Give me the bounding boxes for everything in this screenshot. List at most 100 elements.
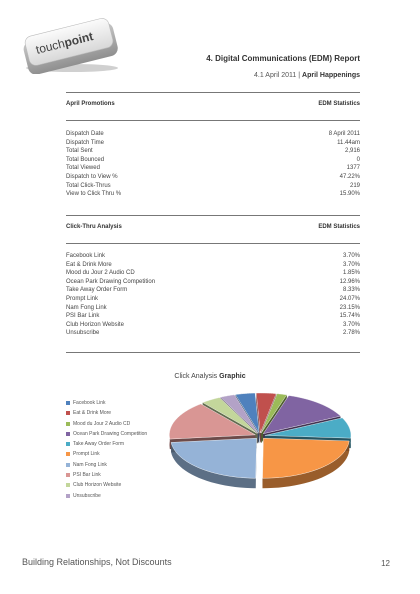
legend-label: Facebook Link xyxy=(73,400,106,406)
report-date: 4.1 April 2011 xyxy=(254,72,297,79)
pie-slice xyxy=(256,392,277,434)
row-label: Dispatch to View % xyxy=(66,173,118,180)
legend-item: Facebook Link xyxy=(66,398,147,408)
promotions-header: April Promotions EDM Statistics xyxy=(66,101,360,107)
table-row: Dispatch Date 8 April 2011 xyxy=(66,130,360,139)
legend-swatch xyxy=(66,431,70,436)
legend-item: Ocean Park Drawing Competition xyxy=(66,429,147,439)
pie-slice xyxy=(261,393,288,434)
row-value: 2,916 xyxy=(344,148,360,155)
pie-slice-edge xyxy=(256,393,261,444)
row-label: Unsubscribe xyxy=(66,330,100,337)
divider xyxy=(66,120,360,121)
row-label: Total Click-Thrus xyxy=(66,182,111,189)
table-row: Total Click-Thrus 219 xyxy=(66,182,360,191)
legend-swatch xyxy=(66,493,70,498)
legend-label: PSI Bar Link xyxy=(73,472,101,479)
logo-text-light: touch xyxy=(34,36,66,57)
row-label: Ocean Park Drawing Competition xyxy=(66,278,156,285)
legend-item: Unsubscribe xyxy=(66,491,147,501)
legend-swatch xyxy=(66,401,70,405)
row-value: 219 xyxy=(349,182,360,189)
clickthru-left-header: Click-Thru Analysis xyxy=(66,224,122,230)
legend-item: Prompt Link xyxy=(66,449,147,459)
pie-slice xyxy=(220,394,259,434)
table-row: Nam Fong Link 23.15% xyxy=(66,304,360,313)
table-row: Total Sent 2,916 xyxy=(66,147,360,156)
table-row: Prompt Link 24.07% xyxy=(66,295,360,304)
table-row: PSI Bar Link 15.74% xyxy=(66,312,360,321)
table-row: Take Away Order Form 8.33% xyxy=(66,286,360,295)
row-label: Mood du Jour 2 Audio CD xyxy=(66,270,135,277)
footer-tagline: Building Relationships, Not Discounts xyxy=(22,557,172,567)
row-label: PSI Bar Link xyxy=(66,313,100,320)
touchpoint-logo: touchpoint xyxy=(23,18,118,74)
row-label: Prompt Link xyxy=(66,295,99,302)
row-value: 2.78% xyxy=(342,330,360,337)
legend-label: Nam Fong Link xyxy=(73,461,107,468)
row-value: 1377 xyxy=(346,165,360,172)
svg-text:touchpoint: touchpoint xyxy=(34,29,94,57)
legend-item: Nam Fong Link xyxy=(66,460,147,470)
row-label: Nam Fong Link xyxy=(66,304,107,311)
chart-title-bold: Graphic xyxy=(219,373,246,380)
click-analysis-pie-chart xyxy=(169,392,352,489)
pie-slice-side xyxy=(262,440,350,489)
chart-title: Click Analysis Graphic xyxy=(0,373,420,380)
campaign-name: April Happenings xyxy=(302,72,360,79)
pie-slice xyxy=(262,437,350,479)
table-row: Dispatch Time 11.44am xyxy=(66,139,360,148)
promotions-left-header: April Promotions xyxy=(66,101,115,107)
legend-swatch xyxy=(66,473,70,478)
table-row: View to Click Thru % 15.90% xyxy=(66,190,360,199)
legend-item: Club Horizon Website xyxy=(66,480,147,490)
table-row: Unsubscribe 2.78% xyxy=(66,329,360,338)
row-label: View to Click Thru % xyxy=(66,191,122,198)
table-row: Mood du Jour 2 Audio CD 1.85% xyxy=(66,269,360,278)
divider xyxy=(66,92,360,93)
table-row: Ocean Park Drawing Competition 12.96% xyxy=(66,278,360,287)
pie-slice xyxy=(169,403,257,440)
clickthru-header: Click-Thru Analysis EDM Statistics xyxy=(66,224,360,230)
pie-slice xyxy=(264,417,352,439)
table-row: Facebook Link 3.70% xyxy=(66,252,360,261)
row-label: Facebook Link xyxy=(66,253,106,259)
row-value: 12.96% xyxy=(339,278,360,285)
row-value: 23.15% xyxy=(339,304,360,311)
promotions-right-header: EDM Statistics xyxy=(318,101,360,107)
report-title: 4. Digital Communications (EDM) Report xyxy=(206,54,360,63)
row-value: 47.22% xyxy=(339,173,360,180)
legend-swatch xyxy=(66,411,70,416)
legend-item: Mood du Jour 2 Audio CD xyxy=(66,419,147,429)
legend-label: Club Horizon Website xyxy=(73,482,122,489)
legend-label: Prompt Link xyxy=(73,451,100,458)
divider xyxy=(66,352,360,353)
page-number: 12 xyxy=(381,559,390,568)
table-row: Club Horizon Website 3.70% xyxy=(66,321,360,330)
row-value: 3.70% xyxy=(342,321,360,328)
table-row: Total Bounced 0 xyxy=(66,156,360,165)
logo-text-bold: point xyxy=(63,29,95,50)
table-row: Dispatch to View % 47.22% xyxy=(66,173,360,182)
row-label: Dispatch Time xyxy=(66,139,105,146)
legend-label: Eat & Drink More xyxy=(73,410,112,417)
row-value: 11.44am xyxy=(337,139,360,146)
row-value: 8.33% xyxy=(342,287,360,294)
pie-slice xyxy=(235,392,260,434)
legend-label: Mood du Jour 2 Audio CD xyxy=(73,420,131,427)
pie-slice xyxy=(262,395,341,435)
legend-item: PSI Bar Link xyxy=(66,470,147,480)
legend-label: Ocean Park Drawing Competition xyxy=(73,430,148,437)
edm-stats-table: Dispatch Date 8 April 2011 Dispatch Time 1… xyxy=(66,130,360,199)
row-value: 24.07% xyxy=(339,295,360,302)
row-value: 15.74% xyxy=(339,313,360,320)
divider xyxy=(66,215,360,216)
row-value: 3.70% xyxy=(342,253,360,259)
pie-slice-side xyxy=(171,442,256,489)
table-row: Eat & Drink More 3.70% xyxy=(66,261,360,270)
row-label: Take Away Order Form xyxy=(66,287,128,294)
pie-slice xyxy=(170,438,257,479)
report-subtitle: 4.1 April 2011 | April Happenings xyxy=(254,72,360,79)
legend-swatch xyxy=(66,452,70,457)
row-value: 3.70% xyxy=(342,261,360,268)
